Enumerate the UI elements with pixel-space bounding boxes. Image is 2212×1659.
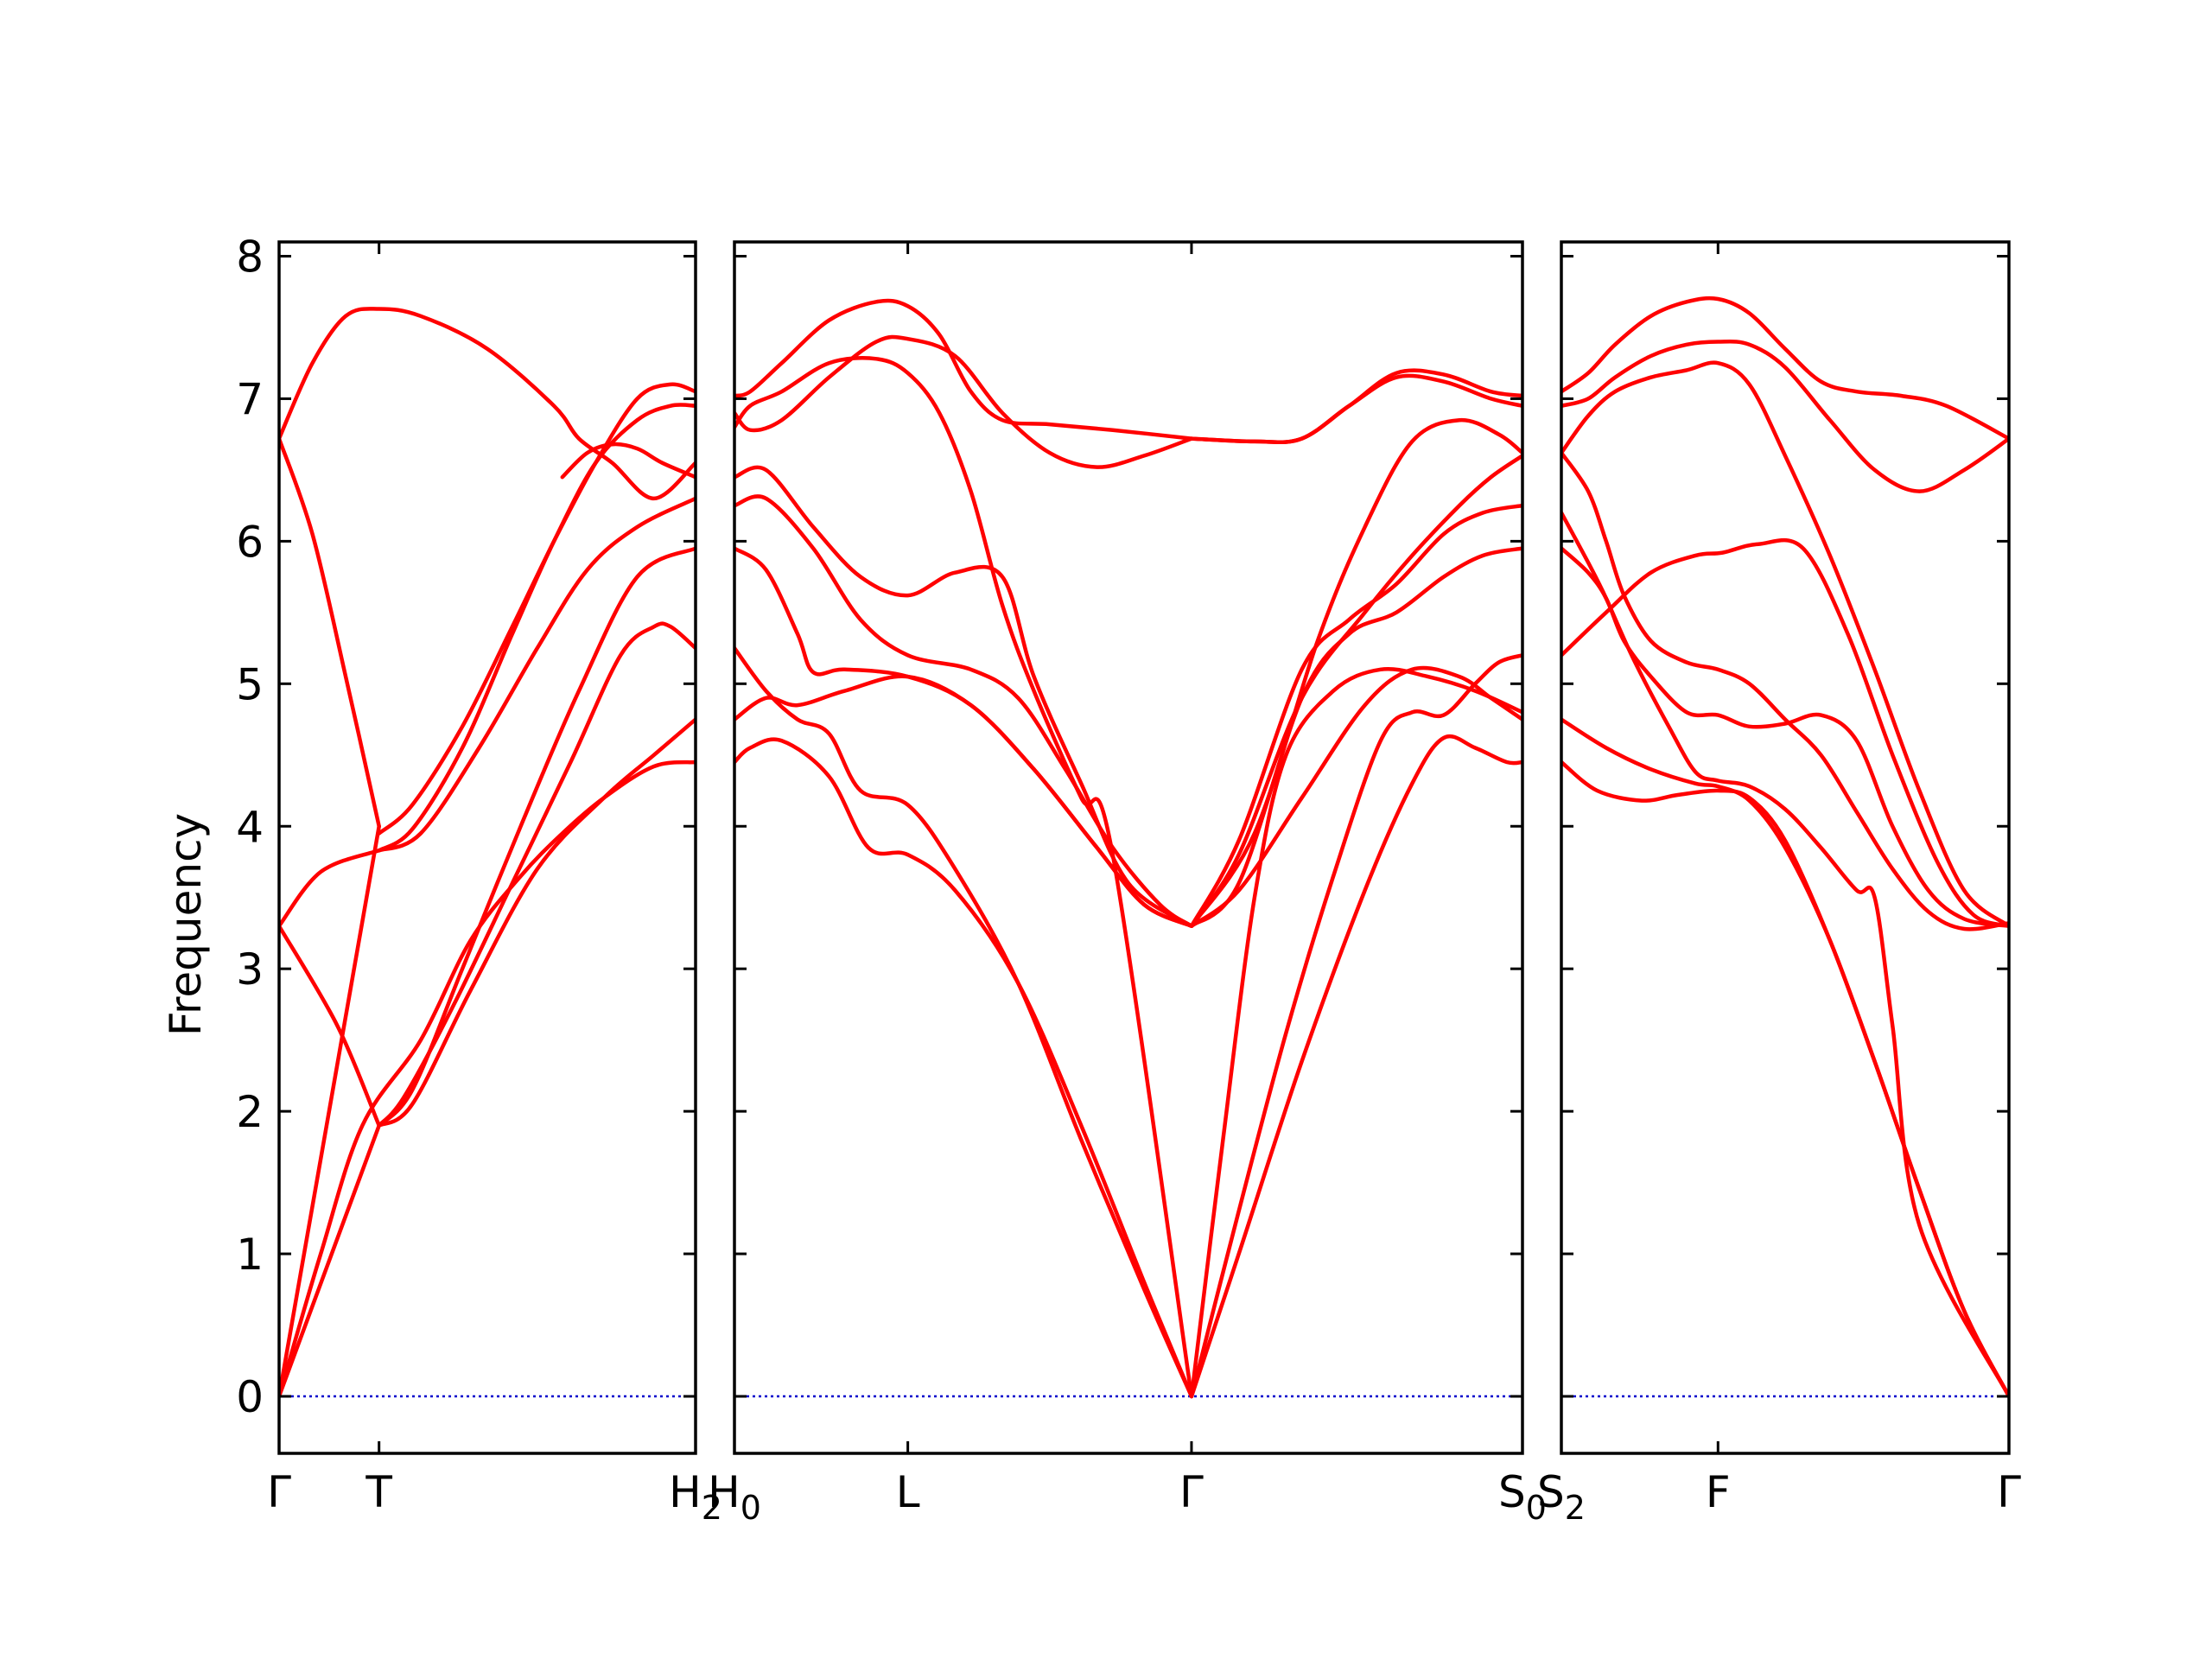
y-tick-label: 0	[236, 1372, 264, 1422]
phonon-band	[377, 717, 696, 1128]
phonon-band	[734, 546, 1194, 928]
phonon-band	[279, 436, 381, 829]
phonon-band	[279, 824, 381, 1399]
panel-frame	[1560, 240, 2011, 1455]
phonon-band	[1189, 546, 1522, 928]
phonon-band	[734, 645, 1194, 1399]
phonon-band	[734, 356, 1194, 1399]
y-tick-label: 5	[236, 659, 264, 709]
phonon-band	[734, 737, 1194, 1399]
x-tick-label: Γ	[1997, 1467, 2021, 1517]
phonon-band	[1189, 503, 1522, 928]
phonon-band	[734, 674, 1194, 928]
y-tick-label: 7	[236, 374, 264, 424]
phonon-band	[279, 307, 696, 501]
phonon-band	[1561, 760, 2009, 1399]
panel-2: H0 L Γ S0	[708, 240, 1547, 1527]
y-tick-label: 8	[236, 232, 264, 282]
phonon-band	[279, 1123, 381, 1399]
y-tick-label: 6	[236, 517, 264, 567]
phonon-band	[1189, 653, 1522, 1399]
phonon-band	[1189, 454, 1522, 928]
x-tick-label: Γ	[267, 1467, 291, 1517]
y-axis-label: Frequency	[161, 813, 211, 1036]
phonon-band	[377, 496, 696, 853]
phonon-band	[1561, 546, 2009, 928]
phonon-band	[279, 760, 696, 1399]
panel-3: S2 F Γ	[1537, 240, 2021, 1527]
phonon-band	[1561, 360, 2009, 928]
phonon-band	[560, 442, 696, 480]
phonon-band	[734, 494, 1194, 928]
phonon-band	[1189, 417, 1522, 928]
band-lines	[734, 298, 1522, 1399]
x-tick-label: L	[896, 1467, 920, 1517]
phonon-band	[377, 621, 696, 1128]
phonon-band	[734, 465, 1194, 928]
phonon-band	[1189, 734, 1522, 1399]
phonon-band	[1189, 665, 1522, 928]
y-tick-label: 2	[236, 1087, 264, 1137]
panel-1: Γ T H2	[267, 240, 722, 1527]
y-axis-label-group: Frequency	[161, 813, 211, 1036]
band-lines	[279, 307, 696, 1399]
phonon-band	[1189, 368, 1522, 445]
panel-frame	[277, 240, 697, 1455]
phonon-band	[1561, 450, 2009, 931]
x-tick-label: Γ	[1179, 1467, 1204, 1517]
phonon-band	[1561, 296, 2009, 441]
panel-frame	[733, 240, 1524, 1455]
phonon-band	[1189, 666, 1522, 1399]
y-tick-labels: 0 1 2 3 4 5 6 7 8	[236, 232, 264, 1422]
y-tick-label: 1	[236, 1230, 264, 1280]
phonon-band	[734, 334, 1194, 469]
phonon-band	[377, 546, 696, 1128]
phonon-band	[279, 849, 381, 928]
x-tick-label: T	[365, 1467, 392, 1517]
phonon-band	[1561, 537, 2009, 928]
phonon-band	[377, 382, 696, 836]
phonon-band	[734, 298, 1194, 441]
band-lines	[1561, 296, 2009, 1399]
phonon-band	[1561, 717, 2009, 1399]
y-tick-label: 3	[236, 944, 264, 995]
x-tick-label: F	[1706, 1467, 1731, 1517]
phonon-band	[279, 924, 381, 1128]
phonon-band	[1561, 339, 2009, 493]
y-tick-label: 4	[236, 802, 264, 852]
